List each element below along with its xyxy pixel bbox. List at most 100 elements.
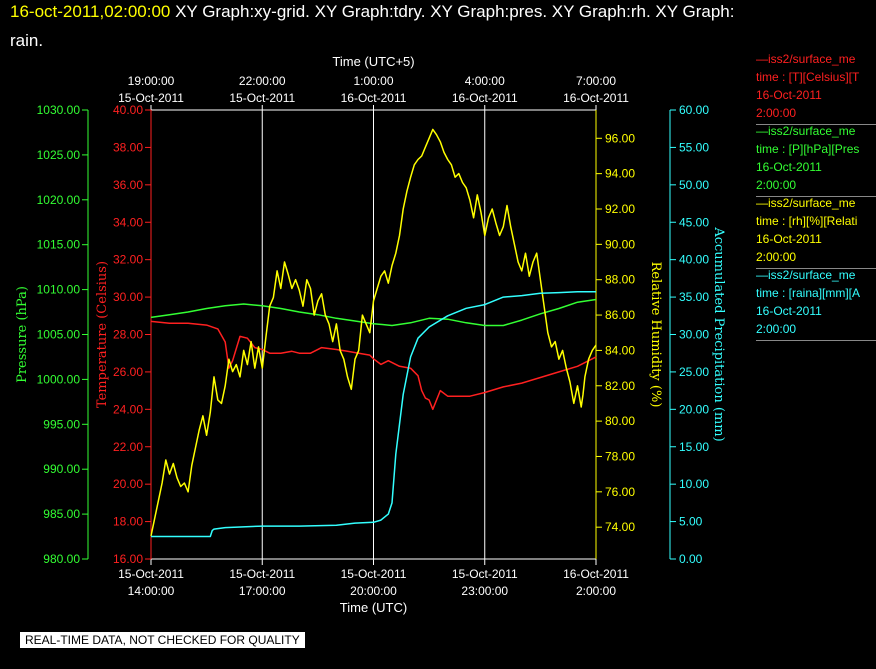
title-timestamp: 16-oct-2011,02:00:00 [10,2,171,21]
rain-tick-label-4: 20.00 [679,402,709,416]
top-tick-time-3: 4:00:00 [465,74,505,88]
rh-tick-label-3: 80.00 [605,414,635,428]
temp-tick-label-10: 36.00 [113,178,143,192]
rain-tick-label-1: 5.00 [679,515,703,529]
bottom-tick-date-3: 15-Oct-2011 [452,567,518,581]
rh-tick-label-6: 86.00 [605,308,635,322]
rain-tick-label-7: 35.00 [679,290,709,304]
temp-tick-label-11: 38.00 [113,140,143,154]
temp-tick-label-4: 24.00 [113,402,143,416]
bottom-tick-date-0: 15-Oct-2011 [118,567,184,581]
rh-tick-label-1: 76.00 [605,485,635,499]
pres-tick-label-8: 1020.00 [37,193,81,207]
rain-tick-label-2: 10.00 [679,477,709,491]
pres-tick-label-2: 990.00 [43,462,80,476]
legend-entry-name: —iss2/surface_me [756,52,856,66]
pres-tick-label-4: 1000.00 [37,372,81,386]
legend-entry-date: 16-Oct-2011 [756,160,822,174]
temp-tick-label-12: 40.00 [113,103,143,117]
pres-tick-label-9: 1025.00 [37,148,81,162]
legend-entry-time: 2:00:00 [756,250,797,264]
top-tick-date-0: 15-Oct-2011 [118,91,184,105]
bottom-tick-date-2: 15-Oct-2011 [341,567,407,581]
rain-tick-label-11: 55.00 [679,140,709,154]
top-tick-date-4: 16-Oct-2011 [563,91,629,105]
pres-axis-label: Pressure (hPa) [15,286,30,383]
legend-entry-detail: time : [P][hPa][Pres [756,142,860,156]
top-tick-time-0: 19:00:00 [128,74,175,88]
bottom-tick-time-4: 2:00:00 [576,584,616,598]
series-line-rh [150,128,597,537]
quality-warning: REAL-TIME DATA, NOT CHECKED FOR QUALITY [20,632,305,648]
rh-tick-label-8: 90.00 [605,237,635,251]
rain-axis-label: Accumulated Precipitation (mm) [711,226,726,441]
rain-tick-label-10: 50.00 [679,178,709,192]
temp-tick-label-8: 32.00 [113,253,143,267]
rain-tick-label-12: 60.00 [679,103,709,117]
top-tick-time-4: 7:00:00 [576,74,616,88]
title-graph-list-continued: rain. [10,31,44,50]
pres-tick-label-5: 1005.00 [37,328,81,342]
temp-tick-label-6: 28.00 [113,328,143,342]
pres-tick-label-7: 1015.00 [37,238,81,252]
temp-tick-label-0: 16.00 [113,552,143,566]
temp-tick-label-2: 20.00 [113,477,143,491]
temp-axis-label: Temperature (Celsius) [95,261,110,408]
legend-entry-detail: time : [rh][%][Relati [756,214,858,228]
legend-entry-time: 2:00:00 [756,322,797,336]
rh-tick-label-4: 82.00 [605,379,635,393]
legend-entry-name: —iss2/surface_me [756,124,856,138]
top-tick-time-1: 22:00:00 [239,74,286,88]
pres-tick-label-3: 995.00 [43,417,80,431]
temp-tick-label-9: 34.00 [113,215,143,229]
pres-tick-label-0: 980.00 [43,552,80,566]
bottom-tick-time-0: 14:00:00 [128,584,175,598]
temp-tick-label-1: 18.00 [113,515,143,529]
rh-tick-label-10: 94.00 [605,167,635,181]
top-tick-time-2: 1:00:00 [353,74,393,88]
temp-tick-label-5: 26.00 [113,365,143,379]
top-tick-date-2: 16-Oct-2011 [341,91,407,105]
rh-axis-label: Relative Humidity (%) [648,262,663,408]
temp-tick-label-7: 30.00 [113,290,143,304]
bottom-tick-date-4: 16-Oct-2011 [563,567,629,581]
legend-entry-name: —iss2/surface_me [756,268,856,282]
pres-tick-label-10: 1030.00 [37,103,81,117]
rh-tick-label-2: 78.00 [605,449,635,463]
rh-tick-label-9: 92.00 [605,202,635,216]
rh-tick-label-11: 96.00 [605,131,635,145]
top-tick-date-1: 15-Oct-2011 [229,91,295,105]
bottom-tick-date-1: 15-Oct-2011 [229,567,295,581]
rain-tick-label-5: 25.00 [679,365,709,379]
legend-entry-time: 2:00:00 [756,106,797,120]
rh-tick-label-7: 88.00 [605,273,635,287]
legend-entry-detail: time : [T][Celsius][T [756,70,860,84]
x-axis-label-top: Time (UTC+5) [332,54,414,69]
legend-entry-date: 16-Oct-2011 [756,232,822,246]
series-line-pres [150,298,597,327]
temp-tick-label-3: 22.00 [113,440,143,454]
bottom-tick-time-3: 23:00:00 [461,584,508,598]
pres-tick-label-1: 985.00 [43,507,80,521]
top-tick-date-3: 16-Oct-2011 [452,91,518,105]
chart-title: 16-oct-2011,02:00:00 XY Graph:xy-grid. X… [10,2,734,22]
rain-tick-label-3: 15.00 [679,440,709,454]
bottom-tick-time-2: 20:00:00 [350,584,397,598]
rh-tick-label-5: 84.00 [605,343,635,357]
pres-tick-label-6: 1010.00 [37,283,81,297]
series-line-temp [150,320,597,411]
legend-entry-date: 16-Oct-2011 [756,88,822,102]
legend-entry-name: —iss2/surface_me [756,196,856,210]
rain-tick-label-0: 0.00 [679,552,703,566]
title-graph-list: XY Graph:xy-grid. XY Graph:tdry. XY Grap… [170,2,735,21]
legend-entry-detail: time : [raina][mm][A [756,286,861,300]
x-axis-label-bottom: Time (UTC) [340,600,407,615]
rain-tick-label-6: 30.00 [679,328,709,342]
legend-entry-date: 16-Oct-2011 [756,304,822,318]
legend-entry-time: 2:00:00 [756,178,797,192]
